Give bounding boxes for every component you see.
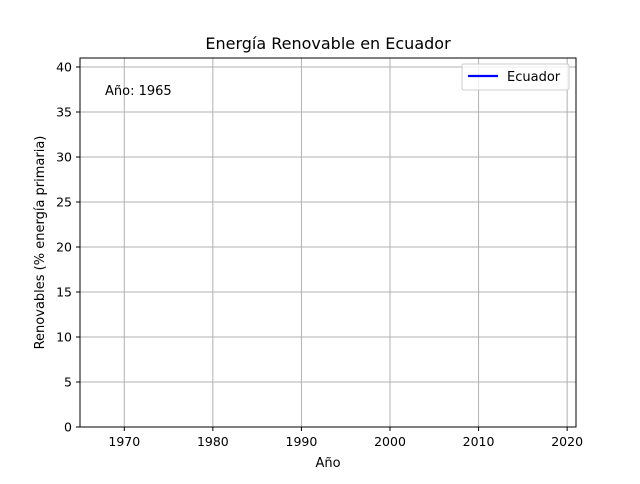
x-axis-label: Año bbox=[315, 456, 340, 471]
y-tick-label: 5 bbox=[64, 375, 72, 390]
y-tick-label: 25 bbox=[56, 195, 72, 210]
y-tick-label: 40 bbox=[56, 60, 72, 75]
y-tick-label: 35 bbox=[56, 105, 72, 120]
year-annotation: Año: 1965 bbox=[105, 84, 172, 99]
x-tick-label: 2000 bbox=[374, 434, 406, 449]
y-tick-label: 20 bbox=[56, 240, 72, 255]
x-tick-label: 2020 bbox=[551, 434, 583, 449]
legend: Ecuador bbox=[461, 63, 570, 91]
x-tick-label: 2010 bbox=[463, 434, 495, 449]
plot-area-frame bbox=[79, 57, 577, 428]
grid-lines bbox=[80, 58, 576, 428]
y-axis-label: Renovables (% energía primaria) bbox=[33, 136, 48, 350]
chart-title: Energía Renovable en Ecuador bbox=[205, 34, 451, 53]
y-tick-label: 10 bbox=[56, 330, 72, 345]
x-tick-label: 1980 bbox=[197, 434, 229, 449]
y-axis: 0 5 10 15 20 25 30 35 40 bbox=[56, 60, 80, 435]
x-tick-label: 1990 bbox=[286, 434, 318, 449]
y-tick-label: 0 bbox=[64, 420, 72, 435]
legend-label-ecuador: Ecuador bbox=[507, 70, 561, 85]
y-tick-label: 30 bbox=[56, 150, 72, 165]
y-tick-label: 15 bbox=[56, 285, 72, 300]
legend-box bbox=[461, 63, 570, 91]
x-axis: 1970 1980 1990 2000 2010 2020 bbox=[108, 427, 583, 449]
x-tick-label: 1970 bbox=[108, 434, 140, 449]
